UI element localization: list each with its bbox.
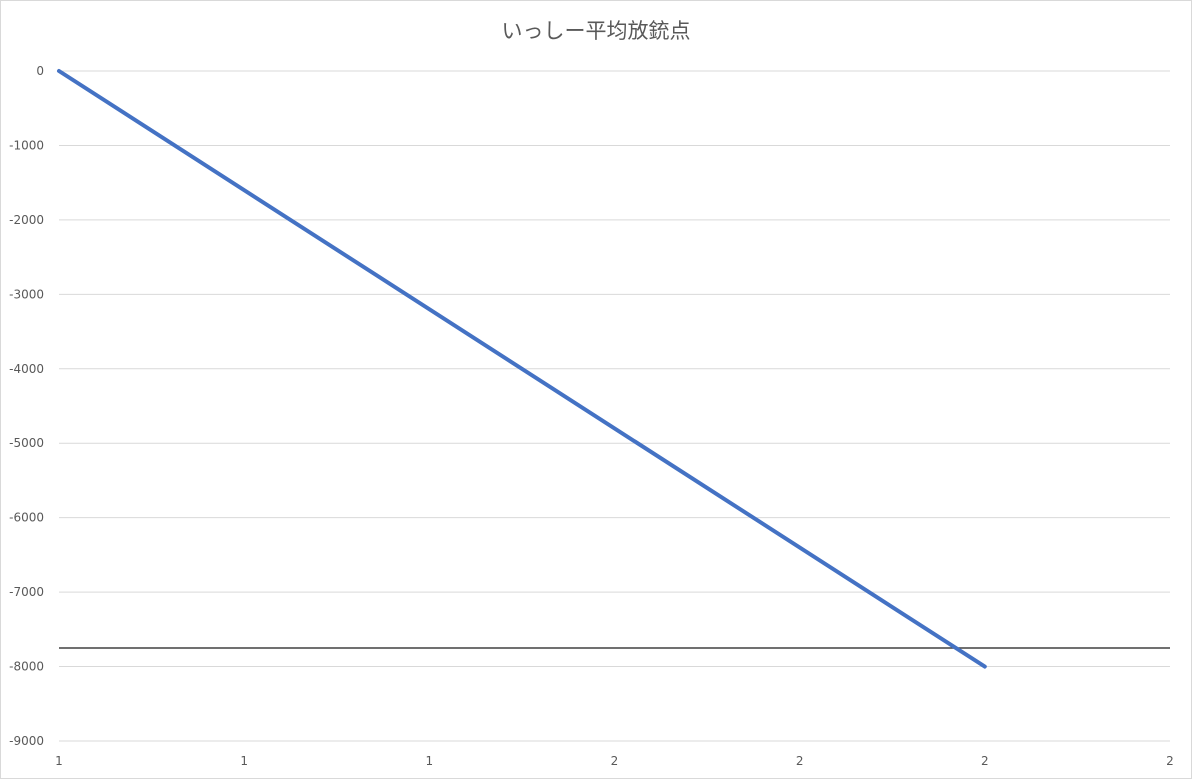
series-line xyxy=(57,69,987,669)
x-tick-label: 2 xyxy=(796,754,804,768)
y-tick-label: -3000 xyxy=(9,287,44,301)
y-tick-label: -1000 xyxy=(9,138,44,152)
y-tick-label: 0 xyxy=(36,64,44,78)
x-axis-tick-labels: 1 1 1 2 2 2 2 xyxy=(55,754,1174,768)
x-tick-label: 1 xyxy=(240,754,248,768)
y-tick-label: -8000 xyxy=(9,660,44,674)
y-tick-label: -5000 xyxy=(9,436,44,450)
x-tick-label: 2 xyxy=(981,754,989,768)
y-tick-label: -4000 xyxy=(9,362,44,376)
y-axis-tick-labels: 0 -1000 -2000 -3000 -4000 -5000 -6000 -7000 -800… xyxy=(9,64,44,748)
x-tick-label: 2 xyxy=(1166,754,1174,768)
x-tick-label: 1 xyxy=(426,754,434,768)
y-tick-label: -6000 xyxy=(9,511,44,525)
series-lines xyxy=(57,69,987,669)
y-tick-label: -2000 xyxy=(9,213,44,227)
x-tick-label: 2 xyxy=(611,754,619,768)
y-tick-label: -9000 xyxy=(9,734,44,748)
y-tick-label: -7000 xyxy=(9,585,44,599)
x-tick-label: 1 xyxy=(55,754,63,768)
gridlines xyxy=(59,70,1170,742)
chart-title: いっしー平均放銃点 xyxy=(502,19,691,43)
